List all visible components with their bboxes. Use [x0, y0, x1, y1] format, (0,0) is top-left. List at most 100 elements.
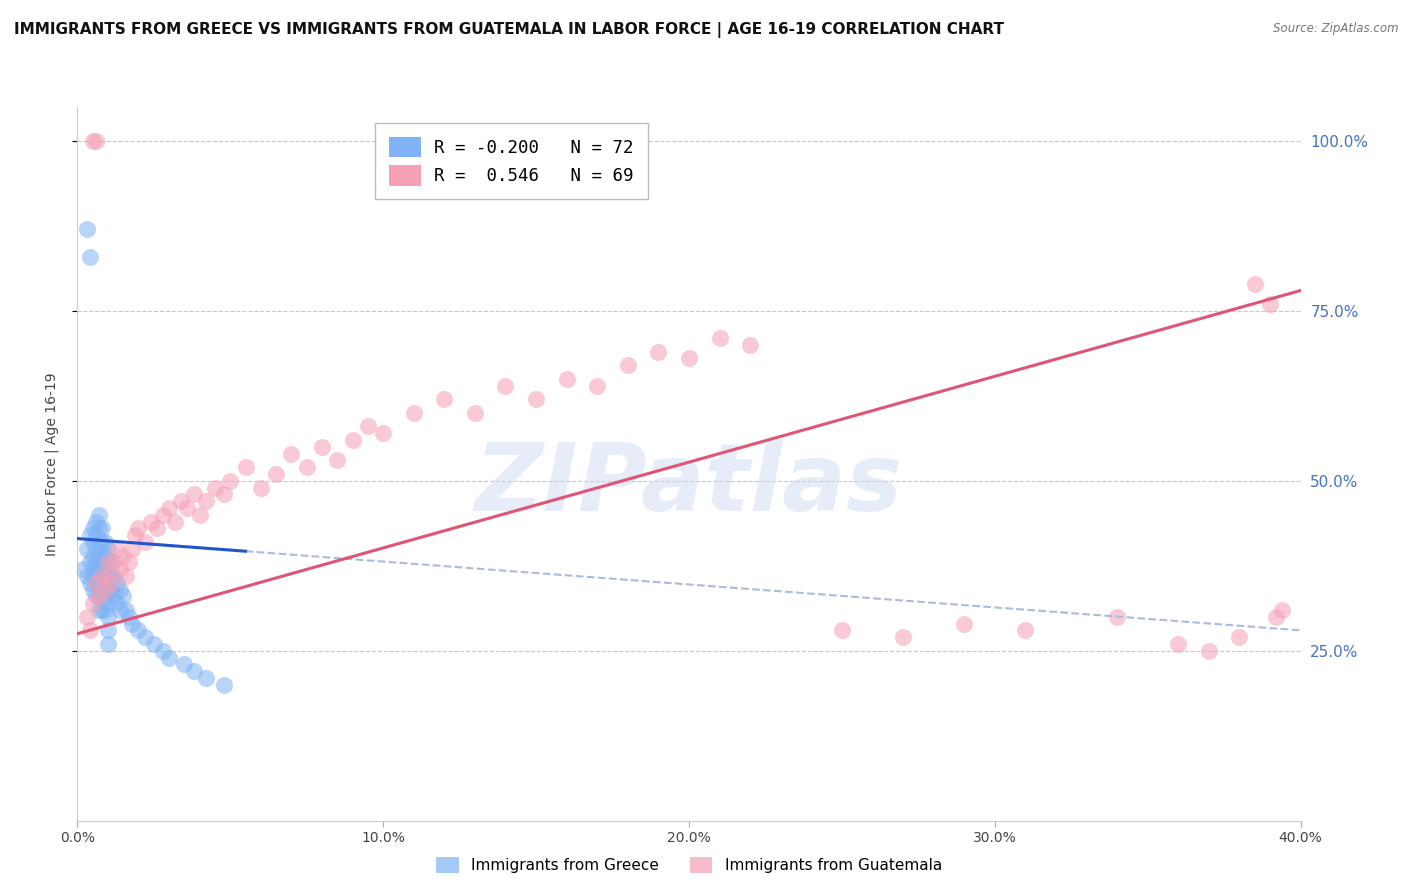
Immigrants from Guatemala	[103, 555, 125, 569]
Legend: Immigrants from Greece, Immigrants from Guatemala: Immigrants from Greece, Immigrants from …	[429, 849, 949, 880]
Immigrants from Guatemala	[464, 406, 486, 420]
Immigrants from Greece	[90, 535, 112, 549]
Immigrants from Greece	[97, 596, 120, 610]
Immigrants from Guatemala	[97, 569, 120, 583]
Immigrants from Guatemala	[97, 555, 120, 569]
Immigrants from Guatemala	[188, 508, 211, 522]
Immigrants from Guatemala	[124, 528, 146, 542]
Immigrants from Greece	[105, 596, 128, 610]
Immigrants from Guatemala	[121, 541, 143, 556]
Immigrants from Greece	[90, 562, 112, 576]
Immigrants from Greece	[115, 603, 138, 617]
Immigrants from Greece	[108, 582, 131, 597]
Immigrants from Greece	[87, 603, 110, 617]
Immigrants from Guatemala	[709, 331, 731, 345]
Immigrants from Greece	[94, 590, 117, 604]
Immigrants from Greece	[79, 555, 101, 569]
Immigrants from Greece	[103, 569, 125, 583]
Immigrants from Greece	[108, 603, 131, 617]
Immigrants from Guatemala	[84, 134, 107, 148]
Immigrants from Greece	[112, 590, 135, 604]
Immigrants from Greece	[152, 644, 174, 658]
Immigrants from Greece	[183, 664, 205, 678]
Immigrants from Greece	[82, 549, 104, 563]
Immigrants from Guatemala	[295, 460, 318, 475]
Text: ZIPatlas: ZIPatlas	[475, 439, 903, 532]
Immigrants from Guatemala	[326, 453, 349, 467]
Immigrants from Greece	[118, 609, 141, 624]
Immigrants from Greece	[79, 250, 101, 264]
Immigrants from Greece	[90, 603, 112, 617]
Immigrants from Guatemala	[1014, 624, 1036, 638]
Immigrants from Greece	[128, 624, 150, 638]
Immigrants from Guatemala	[100, 575, 122, 590]
Immigrants from Guatemala	[152, 508, 174, 522]
Immigrants from Guatemala	[139, 515, 162, 529]
Immigrants from Greece	[87, 549, 110, 563]
Text: IMMIGRANTS FROM GREECE VS IMMIGRANTS FROM GUATEMALA IN LABOR FORCE | AGE 16-19 C: IMMIGRANTS FROM GREECE VS IMMIGRANTS FRO…	[14, 22, 1004, 38]
Immigrants from Greece	[134, 630, 156, 644]
Immigrants from Greece	[82, 535, 104, 549]
Immigrants from Guatemala	[170, 494, 193, 508]
Immigrants from Greece	[94, 562, 117, 576]
Immigrants from Greece	[76, 569, 98, 583]
Immigrants from Guatemala	[134, 535, 156, 549]
Immigrants from Greece	[97, 624, 120, 638]
Y-axis label: In Labor Force | Age 16-19: In Labor Force | Age 16-19	[45, 372, 59, 556]
Immigrants from Guatemala	[524, 392, 547, 407]
Immigrants from Guatemala	[678, 351, 700, 366]
Immigrants from Greece	[82, 582, 104, 597]
Immigrants from Greece	[82, 569, 104, 583]
Immigrants from Guatemala	[112, 549, 135, 563]
Immigrants from Guatemala	[87, 590, 110, 604]
Immigrants from Greece	[84, 541, 107, 556]
Immigrants from Greece	[79, 528, 101, 542]
Immigrants from Guatemala	[1198, 644, 1220, 658]
Immigrants from Greece	[87, 562, 110, 576]
Immigrants from Guatemala	[146, 521, 169, 535]
Immigrants from Greece	[142, 637, 165, 651]
Immigrants from Greece	[79, 575, 101, 590]
Immigrants from Greece	[100, 555, 122, 569]
Immigrants from Guatemala	[105, 541, 128, 556]
Immigrants from Greece	[87, 508, 110, 522]
Immigrants from Guatemala	[1229, 630, 1251, 644]
Immigrants from Greece	[173, 657, 195, 672]
Immigrants from Guatemala	[311, 440, 333, 454]
Immigrants from Greece	[76, 222, 98, 236]
Immigrants from Guatemala	[115, 569, 138, 583]
Immigrants from Guatemala	[555, 372, 578, 386]
Immigrants from Guatemala	[90, 569, 112, 583]
Immigrants from Guatemala	[264, 467, 287, 481]
Immigrants from Guatemala	[1107, 609, 1129, 624]
Immigrants from Greece	[97, 569, 120, 583]
Immigrants from Greece	[94, 575, 117, 590]
Immigrants from Greece	[72, 562, 94, 576]
Immigrants from Guatemala	[1167, 637, 1189, 651]
Immigrants from Greece	[84, 515, 107, 529]
Immigrants from Greece	[82, 562, 104, 576]
Immigrants from Greece	[87, 575, 110, 590]
Immigrants from Greece	[103, 590, 125, 604]
Immigrants from Guatemala	[342, 433, 364, 447]
Immigrants from Guatemala	[212, 487, 235, 501]
Immigrants from Greece	[90, 521, 112, 535]
Immigrants from Guatemala	[194, 494, 217, 508]
Immigrants from Guatemala	[76, 609, 98, 624]
Immigrants from Greece	[84, 575, 107, 590]
Immigrants from Greece	[90, 590, 112, 604]
Immigrants from Greece	[97, 541, 120, 556]
Immigrants from Greece	[87, 535, 110, 549]
Immigrants from Guatemala	[495, 378, 517, 392]
Immigrants from Guatemala	[176, 501, 198, 516]
Immigrants from Guatemala	[118, 555, 141, 569]
Immigrants from Guatemala	[204, 481, 226, 495]
Immigrants from Greece	[90, 549, 112, 563]
Immigrants from Guatemala	[1271, 603, 1294, 617]
Immigrants from Guatemala	[94, 582, 117, 597]
Immigrants from Greece	[157, 650, 180, 665]
Immigrants from Guatemala	[357, 419, 380, 434]
Immigrants from Guatemala	[108, 562, 131, 576]
Immigrants from Greece	[76, 541, 98, 556]
Immigrants from Greece	[94, 549, 117, 563]
